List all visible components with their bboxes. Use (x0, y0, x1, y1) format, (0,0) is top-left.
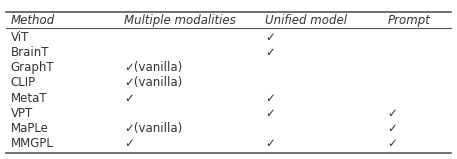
Text: ✓(vanilla): ✓(vanilla) (124, 122, 182, 135)
Text: ✓(vanilla): ✓(vanilla) (124, 76, 182, 89)
Text: ✓: ✓ (265, 107, 275, 120)
Text: Unified model: Unified model (265, 14, 347, 27)
Text: MaPLe: MaPLe (11, 122, 48, 135)
Text: ✓: ✓ (388, 137, 397, 150)
Text: ✓: ✓ (124, 92, 134, 105)
Text: VPT: VPT (11, 107, 33, 120)
Text: ✓: ✓ (265, 46, 275, 59)
Text: ✓: ✓ (265, 31, 275, 44)
Text: MetaT: MetaT (11, 92, 47, 105)
Text: ✓: ✓ (388, 122, 397, 135)
Text: ViT: ViT (11, 31, 29, 44)
Text: Method: Method (11, 14, 55, 27)
Text: ✓: ✓ (388, 107, 397, 120)
Text: Prompt: Prompt (388, 14, 430, 27)
Text: ✓: ✓ (124, 137, 134, 150)
Text: CLIP: CLIP (11, 76, 36, 89)
Text: ✓(vanilla): ✓(vanilla) (124, 61, 182, 74)
Text: ✓: ✓ (265, 92, 275, 105)
Text: Multiple modalities: Multiple modalities (124, 14, 236, 27)
Text: ✓: ✓ (265, 137, 275, 150)
Text: MMGPL: MMGPL (11, 137, 53, 150)
Text: GraphT: GraphT (11, 61, 54, 74)
Text: BrainT: BrainT (11, 46, 49, 59)
